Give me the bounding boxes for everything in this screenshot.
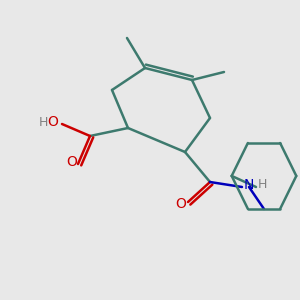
Text: H: H: [38, 116, 48, 128]
Text: N: N: [244, 178, 254, 192]
Text: O: O: [176, 197, 186, 211]
Text: H: H: [257, 178, 267, 191]
Text: O: O: [67, 155, 77, 169]
Text: O: O: [48, 115, 58, 129]
